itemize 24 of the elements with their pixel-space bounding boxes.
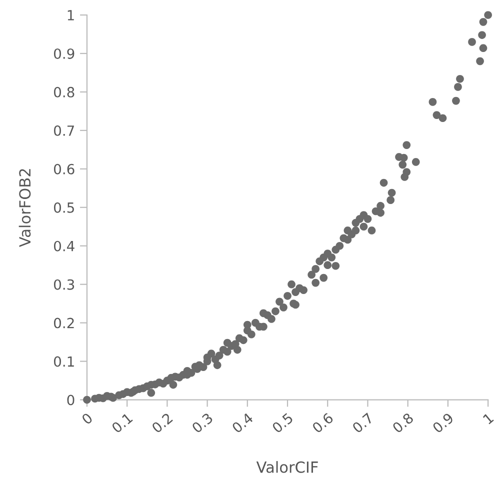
x-tick-label: 0.9 <box>432 412 454 434</box>
x-tick-label: 0.6 <box>312 412 334 434</box>
y-tick-label: 0.2 <box>54 318 74 328</box>
y-tick-label: 0.8 <box>54 86 74 98</box>
y-tick-label: 0 <box>67 394 74 406</box>
y-tick-label: 0.4 <box>54 240 74 252</box>
y-tick-label: 0.9 <box>54 48 74 59</box>
y-axis-title: ValorFOB2 <box>18 169 31 248</box>
x-tick-label: 0.8 <box>392 412 414 434</box>
x-tick-label: 0.5 <box>271 412 294 434</box>
x-tick-label: 0.1 <box>111 412 134 434</box>
x-tick-label: 0 <box>81 412 94 425</box>
y-tick-label: 1 <box>68 10 74 20</box>
y-tick-label: 0.7 <box>54 125 74 136</box>
x-tick-label: 0.3 <box>191 412 214 434</box>
y-tick-label: 0.6 <box>54 164 74 174</box>
x-tick-label: 1 <box>482 412 494 424</box>
y-tick-label: 0.5 <box>54 202 74 213</box>
x-tick-label: 0.2 <box>151 412 174 434</box>
x-axis-title: ValorCIF <box>256 461 318 473</box>
x-tick-label: 0.7 <box>352 412 374 434</box>
x-tick-label: 0.4 <box>231 412 254 434</box>
y-tick-label: 0.1 <box>54 356 74 367</box>
y-tick-label: 0.3 <box>54 279 74 290</box>
